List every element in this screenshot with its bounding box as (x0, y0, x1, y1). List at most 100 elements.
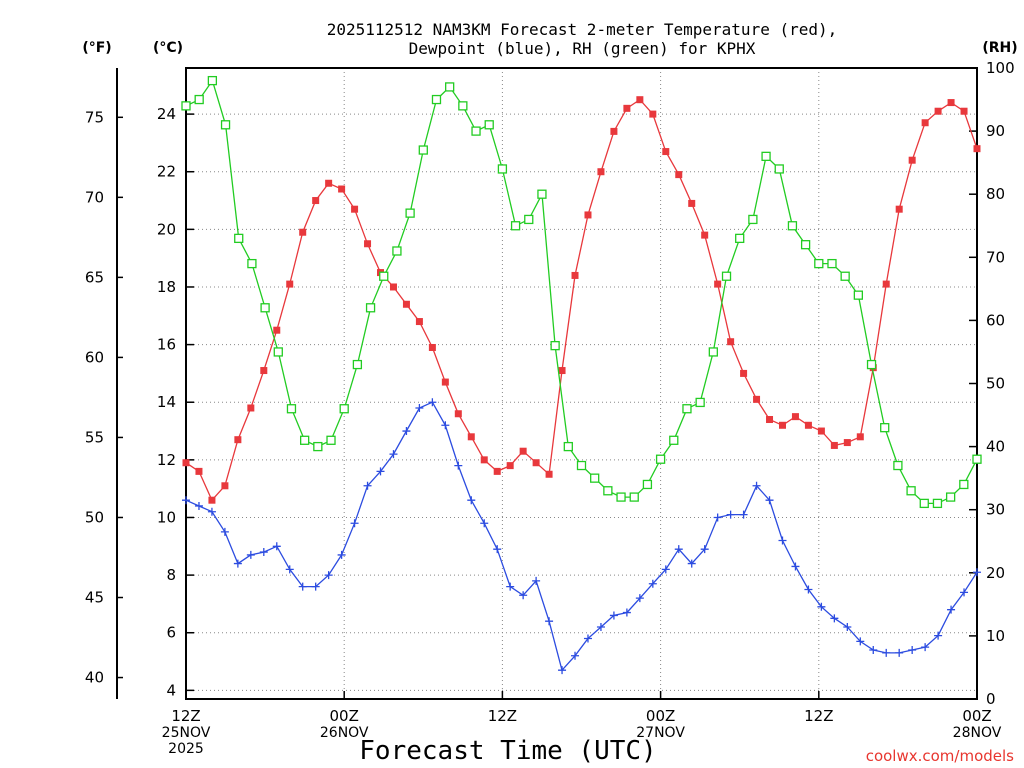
dewpoint-point (791, 562, 800, 571)
temperature-point (402, 300, 410, 308)
rh-point (326, 435, 336, 445)
temperature-point (221, 482, 229, 490)
dewpoint-point (856, 637, 865, 646)
temperature-point (338, 185, 346, 193)
rh-point (181, 101, 191, 111)
rh-point (642, 479, 653, 490)
temperature-point (428, 343, 436, 351)
dewpoint-point (402, 427, 411, 436)
rh-point (458, 101, 468, 111)
rh-point (220, 120, 231, 130)
rh-tick-label: 100 (986, 59, 1015, 77)
rh-point (695, 397, 705, 408)
dewpoint-point (311, 582, 320, 591)
time-tick-label: 00Z (646, 707, 675, 725)
dewpoint-point (765, 496, 774, 505)
dewpoint-point (350, 519, 359, 528)
rh-point (735, 233, 745, 244)
rh-point (286, 404, 297, 414)
celsius-tick-label: 18 (157, 278, 176, 296)
temperature-point (312, 197, 320, 205)
time-tick-label: 27NOV (636, 725, 685, 741)
rh-tick-label: 0 (986, 690, 996, 708)
dewpoint-point (609, 611, 618, 620)
time-tick-label: 26NOV (320, 725, 369, 741)
temperature-point (740, 369, 748, 377)
rh-point (405, 208, 415, 218)
series-rh (181, 75, 982, 509)
rh-point (893, 460, 903, 471)
temperature-point (921, 119, 929, 127)
credit-link[interactable]: coolwx.com/models (866, 747, 1014, 765)
dewpoint-point (376, 467, 385, 476)
temperature-point (571, 271, 579, 279)
dewpoint-point (363, 481, 372, 490)
temperature-point (960, 107, 968, 115)
rh-point (945, 492, 956, 502)
dewpoint-point (246, 550, 255, 559)
dewpoint-point (272, 542, 281, 551)
dewpoint-point (493, 545, 502, 554)
rh-point (339, 404, 349, 414)
dewpoint-point (259, 548, 268, 557)
dewpoint-point (558, 666, 567, 675)
gridlines (186, 68, 977, 699)
dewpoint-point (506, 582, 515, 591)
temperature-point (545, 470, 553, 478)
temperature-point (623, 104, 631, 112)
dewpoint-point (233, 559, 242, 568)
rh-point (445, 82, 455, 92)
rh-point (959, 479, 969, 490)
celsius-tick-label: 12 (157, 451, 176, 469)
rh-tick-label: 40 (986, 438, 1005, 456)
rh-point (247, 258, 257, 269)
celsius-tick-label: 16 (157, 336, 176, 354)
temperature-point (804, 421, 812, 429)
chart-title-line-1: 2025112512 NAM3KM Forecast 2-meter Tempe… (327, 20, 838, 39)
rh-point (260, 303, 270, 313)
temperature-point (325, 179, 333, 187)
temperature-point (753, 395, 761, 403)
temperature-point (597, 168, 605, 176)
x-axis-title: Forecast Time (UTC) (359, 736, 656, 766)
rh-point (655, 454, 666, 464)
series-temperature (182, 96, 981, 504)
temperature-point (441, 378, 449, 386)
dewpoint-point (635, 594, 644, 603)
dewpoint-point (324, 571, 333, 580)
time-tick-label: 12Z (171, 707, 200, 725)
rh-point (392, 246, 402, 256)
temperature-point (688, 199, 696, 207)
rh-point (418, 145, 428, 155)
rh-point (510, 221, 521, 231)
temperature-point (351, 205, 359, 213)
dewpoint-point (960, 588, 969, 597)
dewpoint-point (869, 646, 878, 655)
dewpoint-point (908, 646, 917, 655)
dewpoint-point (752, 481, 761, 490)
time-tick-label: 2025 (168, 741, 204, 757)
rh-point (880, 423, 890, 433)
fahrenheit-tick-label: 50 (85, 508, 104, 526)
rh-point (827, 258, 837, 269)
dewpoint-point (337, 550, 346, 559)
dewpoint-point (220, 527, 229, 536)
dewpoint-point (674, 545, 683, 554)
temperature-point (558, 367, 566, 375)
dewpoint-point (194, 501, 203, 510)
dewpoint-point (739, 510, 748, 519)
fahrenheit-tick-label: 75 (85, 108, 104, 126)
fahrenheit-unit-label: (°F) (82, 40, 111, 56)
dewpoint-point (947, 605, 956, 614)
dewpoint-point (726, 510, 735, 519)
rh-point (616, 492, 626, 502)
temperature-point (493, 467, 501, 475)
rh-point (352, 359, 363, 370)
dewpoint-point (298, 582, 307, 591)
rh-point (682, 404, 692, 414)
rh-point (774, 164, 784, 174)
fahrenheit-tick-label: 55 (85, 428, 104, 446)
temperature-point (973, 145, 981, 153)
rh-point (194, 94, 204, 105)
temperature-point (195, 467, 203, 475)
